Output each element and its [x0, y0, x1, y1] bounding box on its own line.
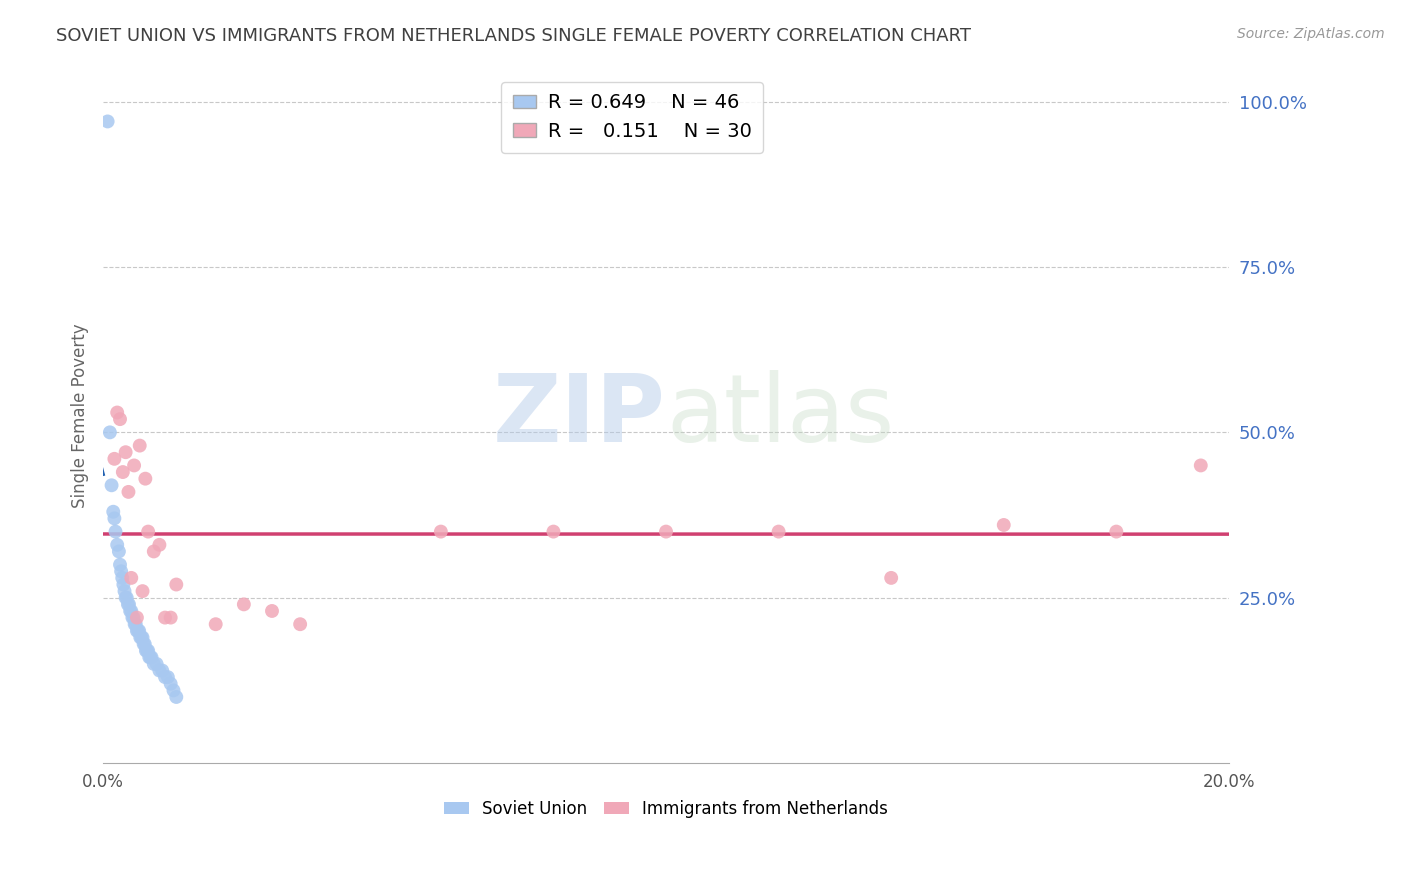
Point [148, 538, 170, 552]
Point [97, 114, 120, 128]
Point [103, 451, 125, 466]
Point [142, 544, 165, 558]
Point [153, 610, 176, 624]
Point [110, 564, 132, 578]
Point [430, 524, 453, 539]
Point [114, 591, 136, 605]
Point [204, 617, 226, 632]
Point [139, 650, 162, 665]
Point [145, 657, 167, 671]
Point [1105, 524, 1128, 539]
Point [108, 544, 131, 558]
Point [150, 664, 173, 678]
Point [131, 631, 153, 645]
Point [115, 591, 138, 605]
Point [131, 631, 153, 645]
Point [129, 631, 152, 645]
Point [232, 598, 254, 612]
Point [118, 598, 141, 612]
Point [125, 624, 148, 638]
Point [128, 624, 150, 638]
Point [132, 637, 155, 651]
Point [125, 617, 148, 632]
Point [124, 617, 146, 632]
Point [120, 604, 142, 618]
Point [141, 650, 163, 665]
Text: atlas: atlas [666, 370, 894, 462]
Legend: Soviet Union, Immigrants from Netherlands: Soviet Union, Immigrants from Netherland… [437, 793, 894, 824]
Point [543, 524, 565, 539]
Point [108, 412, 131, 426]
Point [127, 624, 149, 638]
Text: ZIP: ZIP [494, 370, 666, 462]
Point [162, 683, 184, 698]
Text: Source: ZipAtlas.com: Source: ZipAtlas.com [1237, 27, 1385, 41]
Point [103, 505, 125, 519]
Point [136, 524, 159, 539]
Point [105, 538, 128, 552]
Point [128, 439, 150, 453]
Point [288, 617, 311, 632]
Point [120, 571, 142, 585]
Point [105, 405, 128, 419]
Point [134, 472, 156, 486]
Text: SOVIET UNION VS IMMIGRANTS FROM NETHERLANDS SINGLE FEMALE POVERTY CORRELATION CH: SOVIET UNION VS IMMIGRANTS FROM NETHERLA… [56, 27, 972, 45]
Point [655, 524, 678, 539]
Point [112, 577, 135, 591]
Point [100, 478, 122, 492]
Point [125, 610, 148, 624]
Point [122, 458, 145, 473]
Point [121, 610, 143, 624]
Point [142, 657, 165, 671]
Point [136, 643, 159, 657]
Point [98, 425, 121, 440]
Point [120, 604, 142, 618]
Point [103, 511, 125, 525]
Point [134, 637, 156, 651]
Point [153, 670, 176, 684]
Y-axis label: Single Female Poverty: Single Female Poverty [72, 324, 89, 508]
Point [104, 524, 127, 539]
Point [165, 690, 187, 704]
Point [159, 677, 181, 691]
Point [1189, 458, 1212, 473]
Point [156, 670, 179, 684]
Point [108, 558, 131, 572]
Point [114, 445, 136, 459]
Point [165, 577, 187, 591]
Point [131, 584, 153, 599]
Point [768, 524, 790, 539]
Point [111, 571, 134, 585]
Point [135, 643, 157, 657]
Point [114, 584, 136, 599]
Point [117, 598, 139, 612]
Point [111, 465, 134, 479]
Point [117, 484, 139, 499]
Point [159, 610, 181, 624]
Point [122, 610, 145, 624]
Point [993, 518, 1015, 533]
Point [260, 604, 283, 618]
Point [136, 643, 159, 657]
Point [148, 664, 170, 678]
Point [138, 650, 160, 665]
Point [880, 571, 903, 585]
